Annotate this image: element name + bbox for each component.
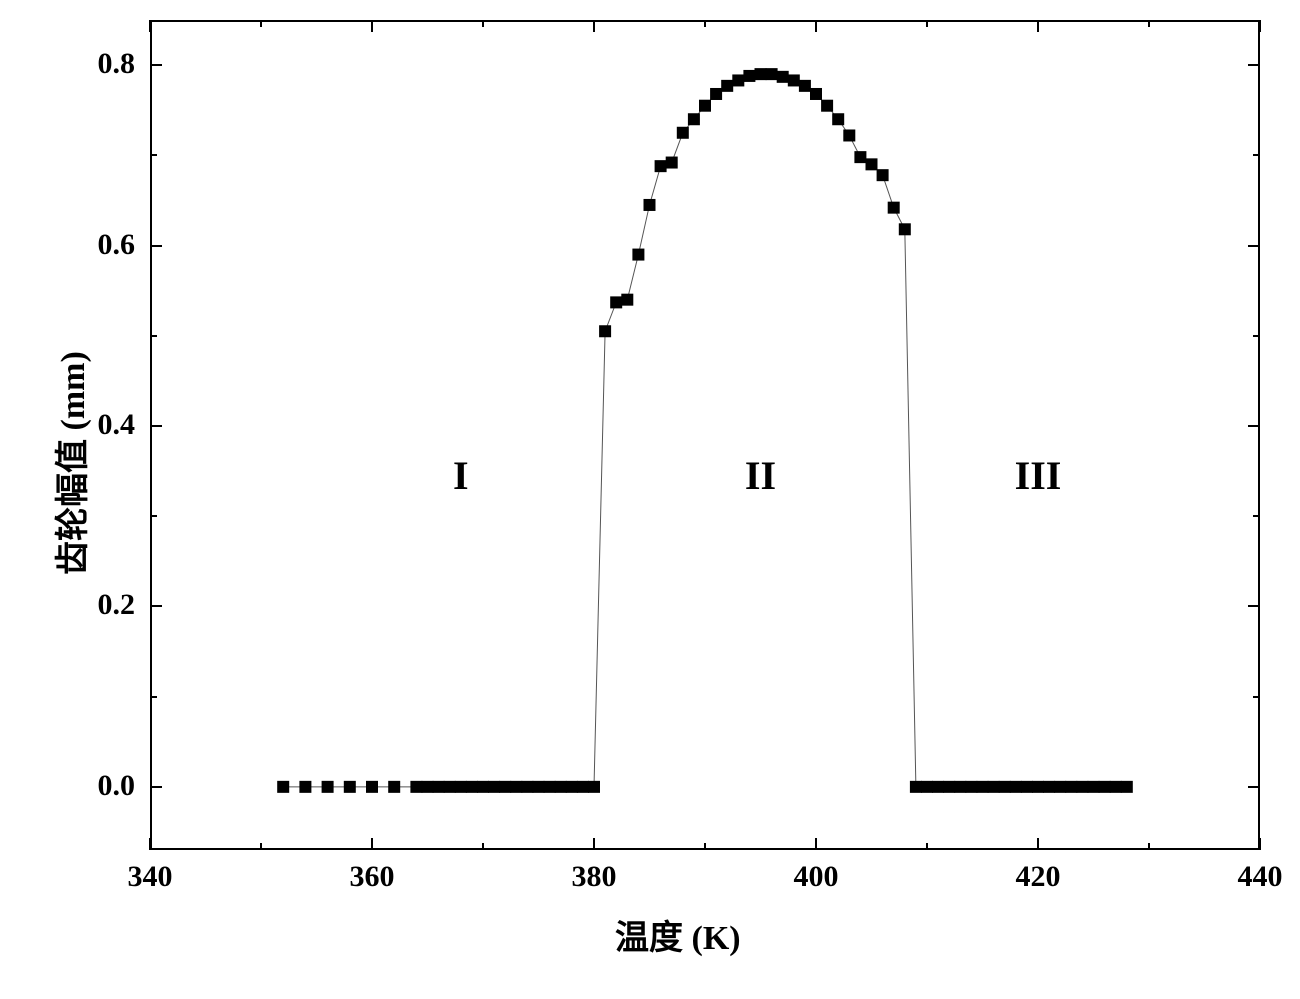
- x-axis-label: 温度 (K): [615, 910, 741, 959]
- y-tick-label: 0.0: [75, 769, 135, 803]
- x-tick-label: 440: [1230, 860, 1290, 894]
- region-label: III: [1008, 452, 1068, 499]
- x-tick-label: 340: [120, 860, 180, 894]
- y-tick-label: 0.2: [75, 588, 135, 622]
- x-tick-label: 420: [1008, 860, 1068, 894]
- y-tick-label: 0.6: [75, 228, 135, 262]
- x-tick-label: 400: [786, 860, 846, 894]
- region-label: I: [431, 452, 491, 499]
- region-label: II: [731, 452, 791, 499]
- x-tick-label: 380: [564, 860, 624, 894]
- y-tick-label: 0.8: [75, 47, 135, 81]
- data-series: [0, 0, 1300, 999]
- chart-container: 3403603804004204400.00.20.40.60.8 温度 (K)…: [0, 0, 1300, 999]
- x-tick-label: 360: [342, 860, 402, 894]
- y-axis-label: 齿轮幅值 (mm): [45, 351, 94, 575]
